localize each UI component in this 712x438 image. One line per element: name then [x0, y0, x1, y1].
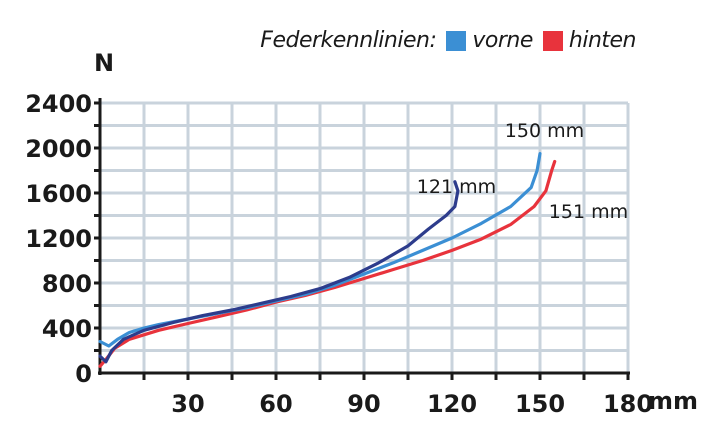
annotations: 121 mm 150 mm 151 mm	[417, 120, 628, 223]
x-axis-ticks: 30 60 90 120 150 180	[171, 390, 653, 418]
series-line-series-1	[98, 180, 460, 364]
annotation-label: 151 mm	[549, 201, 628, 223]
y-axis-ticks: 0 400 800 1200 1600 2000 2400	[25, 90, 92, 388]
y-tick-label: 400	[42, 315, 92, 343]
y-axis-label: N	[94, 49, 115, 77]
legend-label-hinten: hinten	[568, 28, 637, 53]
series-lines	[98, 152, 557, 368]
y-tick-label: 1600	[25, 180, 92, 208]
grid	[100, 101, 630, 373]
y-tick-label: 800	[42, 270, 92, 298]
y-tick-label: 1200	[25, 225, 92, 253]
legend-swatch-vorne	[446, 30, 467, 51]
legend: Federkennlinien: vorne hinten	[260, 28, 636, 53]
legend-label-vorne: vorne	[472, 28, 533, 53]
axes	[94, 98, 630, 380]
annotation-label: 121 mm	[417, 176, 496, 198]
series-line-vorne	[98, 152, 542, 348]
x-tick-label: 150	[515, 390, 565, 418]
x-axis-label: mm	[648, 387, 699, 415]
legend-swatch-hinten	[542, 30, 563, 51]
x-tick-label: 90	[347, 390, 380, 418]
x-tick-label: 60	[259, 390, 292, 418]
y-tick-label: 0	[75, 360, 92, 388]
annotation-label: 150 mm	[505, 120, 584, 142]
y-tick-label: 2400	[25, 90, 92, 118]
x-tick-label: 120	[427, 390, 477, 418]
series-line-hinten	[98, 159, 557, 368]
x-tick-label: 180	[603, 390, 653, 418]
legend-title: Federkennlinien:	[260, 28, 437, 53]
x-tick-label: 30	[171, 390, 204, 418]
y-tick-label: 2000	[25, 135, 92, 163]
